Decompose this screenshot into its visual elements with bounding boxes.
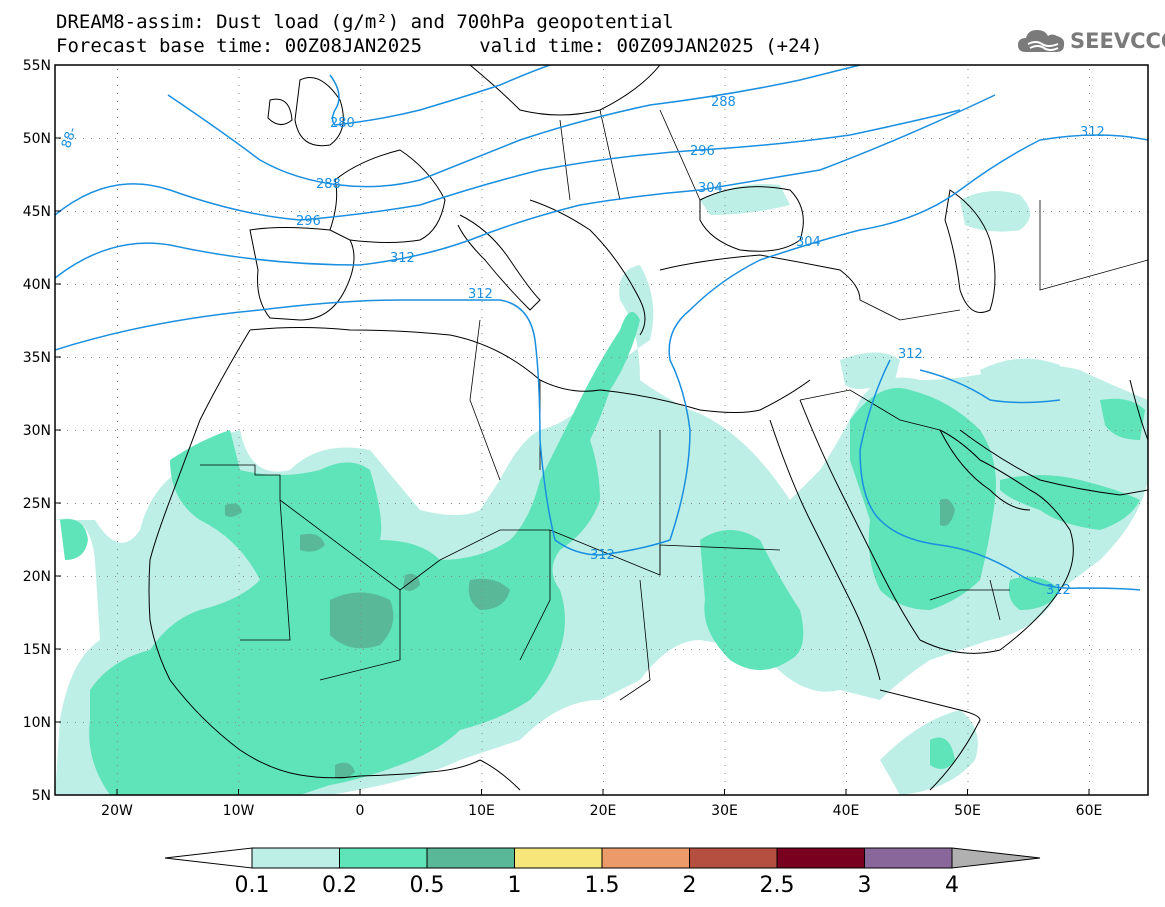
colorbar-level-label: 4: [945, 873, 959, 898]
colorbar-level-label: 1.5: [585, 873, 620, 898]
contour-304: [55, 94, 996, 279]
colorbar-segment: [514, 847, 603, 869]
longitude-axis: 20W 10W 0 10E 20E 30E 40E 50E 60E: [101, 789, 1102, 819]
contour-label: 304: [698, 181, 723, 196]
lon-tick-label: 40E: [833, 803, 860, 819]
contour-label: 312: [1080, 125, 1105, 140]
lon-tick-label: 30E: [711, 803, 738, 819]
contour-label: 312: [590, 548, 615, 563]
contour-312: [55, 134, 1148, 556]
lon-tick-label: 0: [356, 803, 365, 819]
contour-labels: 280 288 296 312 312 288 296 304 304 312 …: [59, 95, 1105, 598]
contour-label: 304: [796, 235, 821, 250]
lon-tick-label: 20E: [590, 803, 617, 819]
coastlines: [148, 65, 1148, 791]
lon-tick-label: 10W: [223, 803, 255, 819]
cloud-logo-icon: [1018, 30, 1065, 52]
contour-label: 280: [330, 116, 355, 131]
logo-text: SEEVCCC: [1070, 29, 1165, 53]
dust-layer-0.5: [225, 498, 955, 780]
colorbar-segment: [601, 847, 690, 869]
dust-layer-0.2: [60, 312, 1145, 795]
lat-tick-label: 55N: [23, 58, 51, 74]
lat-tick-label: 35N: [23, 350, 51, 366]
title-line-1: DREAM8-assim: Dust load (g/m²) and 700hP…: [56, 11, 674, 33]
lat-tick-label: 5N: [32, 788, 51, 804]
lat-tick-label: 15N: [23, 642, 51, 658]
contour-label: 288: [711, 95, 736, 110]
colorbar-max-arrow: [951, 847, 1041, 869]
colorbar-level-label: 0.1: [235, 873, 270, 898]
colorbar: 0.1 0.2 0.5 1 1.5 2 2.5 3 4: [164, 847, 1041, 898]
latitude-axis: 55N 50N 45N 40N 35N 30N 25N 20N 15N 10N 5N: [23, 58, 61, 804]
colorbar-segment: [339, 847, 428, 869]
contour-280: [329, 65, 551, 126]
colorbar-level-label: 0.2: [322, 873, 357, 898]
geopotential-contours: [55, 65, 1148, 591]
lon-tick-label: 10E: [468, 803, 495, 819]
contour-label: 88-: [59, 125, 80, 150]
colorbar-level-label: 1: [508, 873, 522, 898]
contour-288: [167, 65, 861, 188]
lon-tick-label: 50E: [954, 803, 981, 819]
lat-tick-label: 20N: [23, 569, 51, 585]
lon-tick-label: 20W: [101, 803, 133, 819]
colorbar-level-label: 0.5: [410, 873, 445, 898]
contour-label: 296: [296, 214, 321, 229]
contour-label: 312: [898, 347, 923, 362]
lat-tick-label: 40N: [23, 277, 51, 293]
lat-tick-label: 50N: [23, 131, 51, 147]
colorbar-min-arrow: [164, 847, 253, 869]
contour-label: 312: [1046, 583, 1071, 598]
colorbar-segment: [689, 847, 778, 869]
lat-tick-label: 25N: [23, 496, 51, 512]
country-borders: [200, 109, 1148, 701]
lat-tick-label: 45N: [23, 204, 51, 220]
contour-296: [55, 109, 961, 221]
contour-312-arabia: [859, 359, 1141, 591]
colorbar-level-label: 3: [858, 873, 872, 898]
contour-label: 312: [390, 251, 415, 266]
lat-tick-label: 10N: [23, 715, 51, 731]
title-line-2: Forecast base time: 00Z08JAN2025 valid t…: [56, 35, 823, 57]
contour-312-gulf: [919, 369, 1061, 404]
colorbar-segment: [426, 847, 515, 869]
lat-tick-label: 30N: [23, 423, 51, 439]
contour-label: 312: [468, 287, 493, 302]
contour-label: 288: [316, 177, 341, 192]
graticule: [59, 69, 1148, 790]
colorbar-level-label: 2: [683, 873, 697, 898]
lon-tick-label: 60E: [1076, 803, 1103, 819]
seevccc-logo: SEEVCCC: [1018, 24, 1165, 58]
colorbar-segment: [776, 847, 865, 869]
colorbar-segment: [864, 847, 953, 869]
colorbar-segment: [251, 847, 340, 869]
contour-label: 296: [690, 144, 715, 159]
colorbar-level-label: 2.5: [760, 873, 795, 898]
